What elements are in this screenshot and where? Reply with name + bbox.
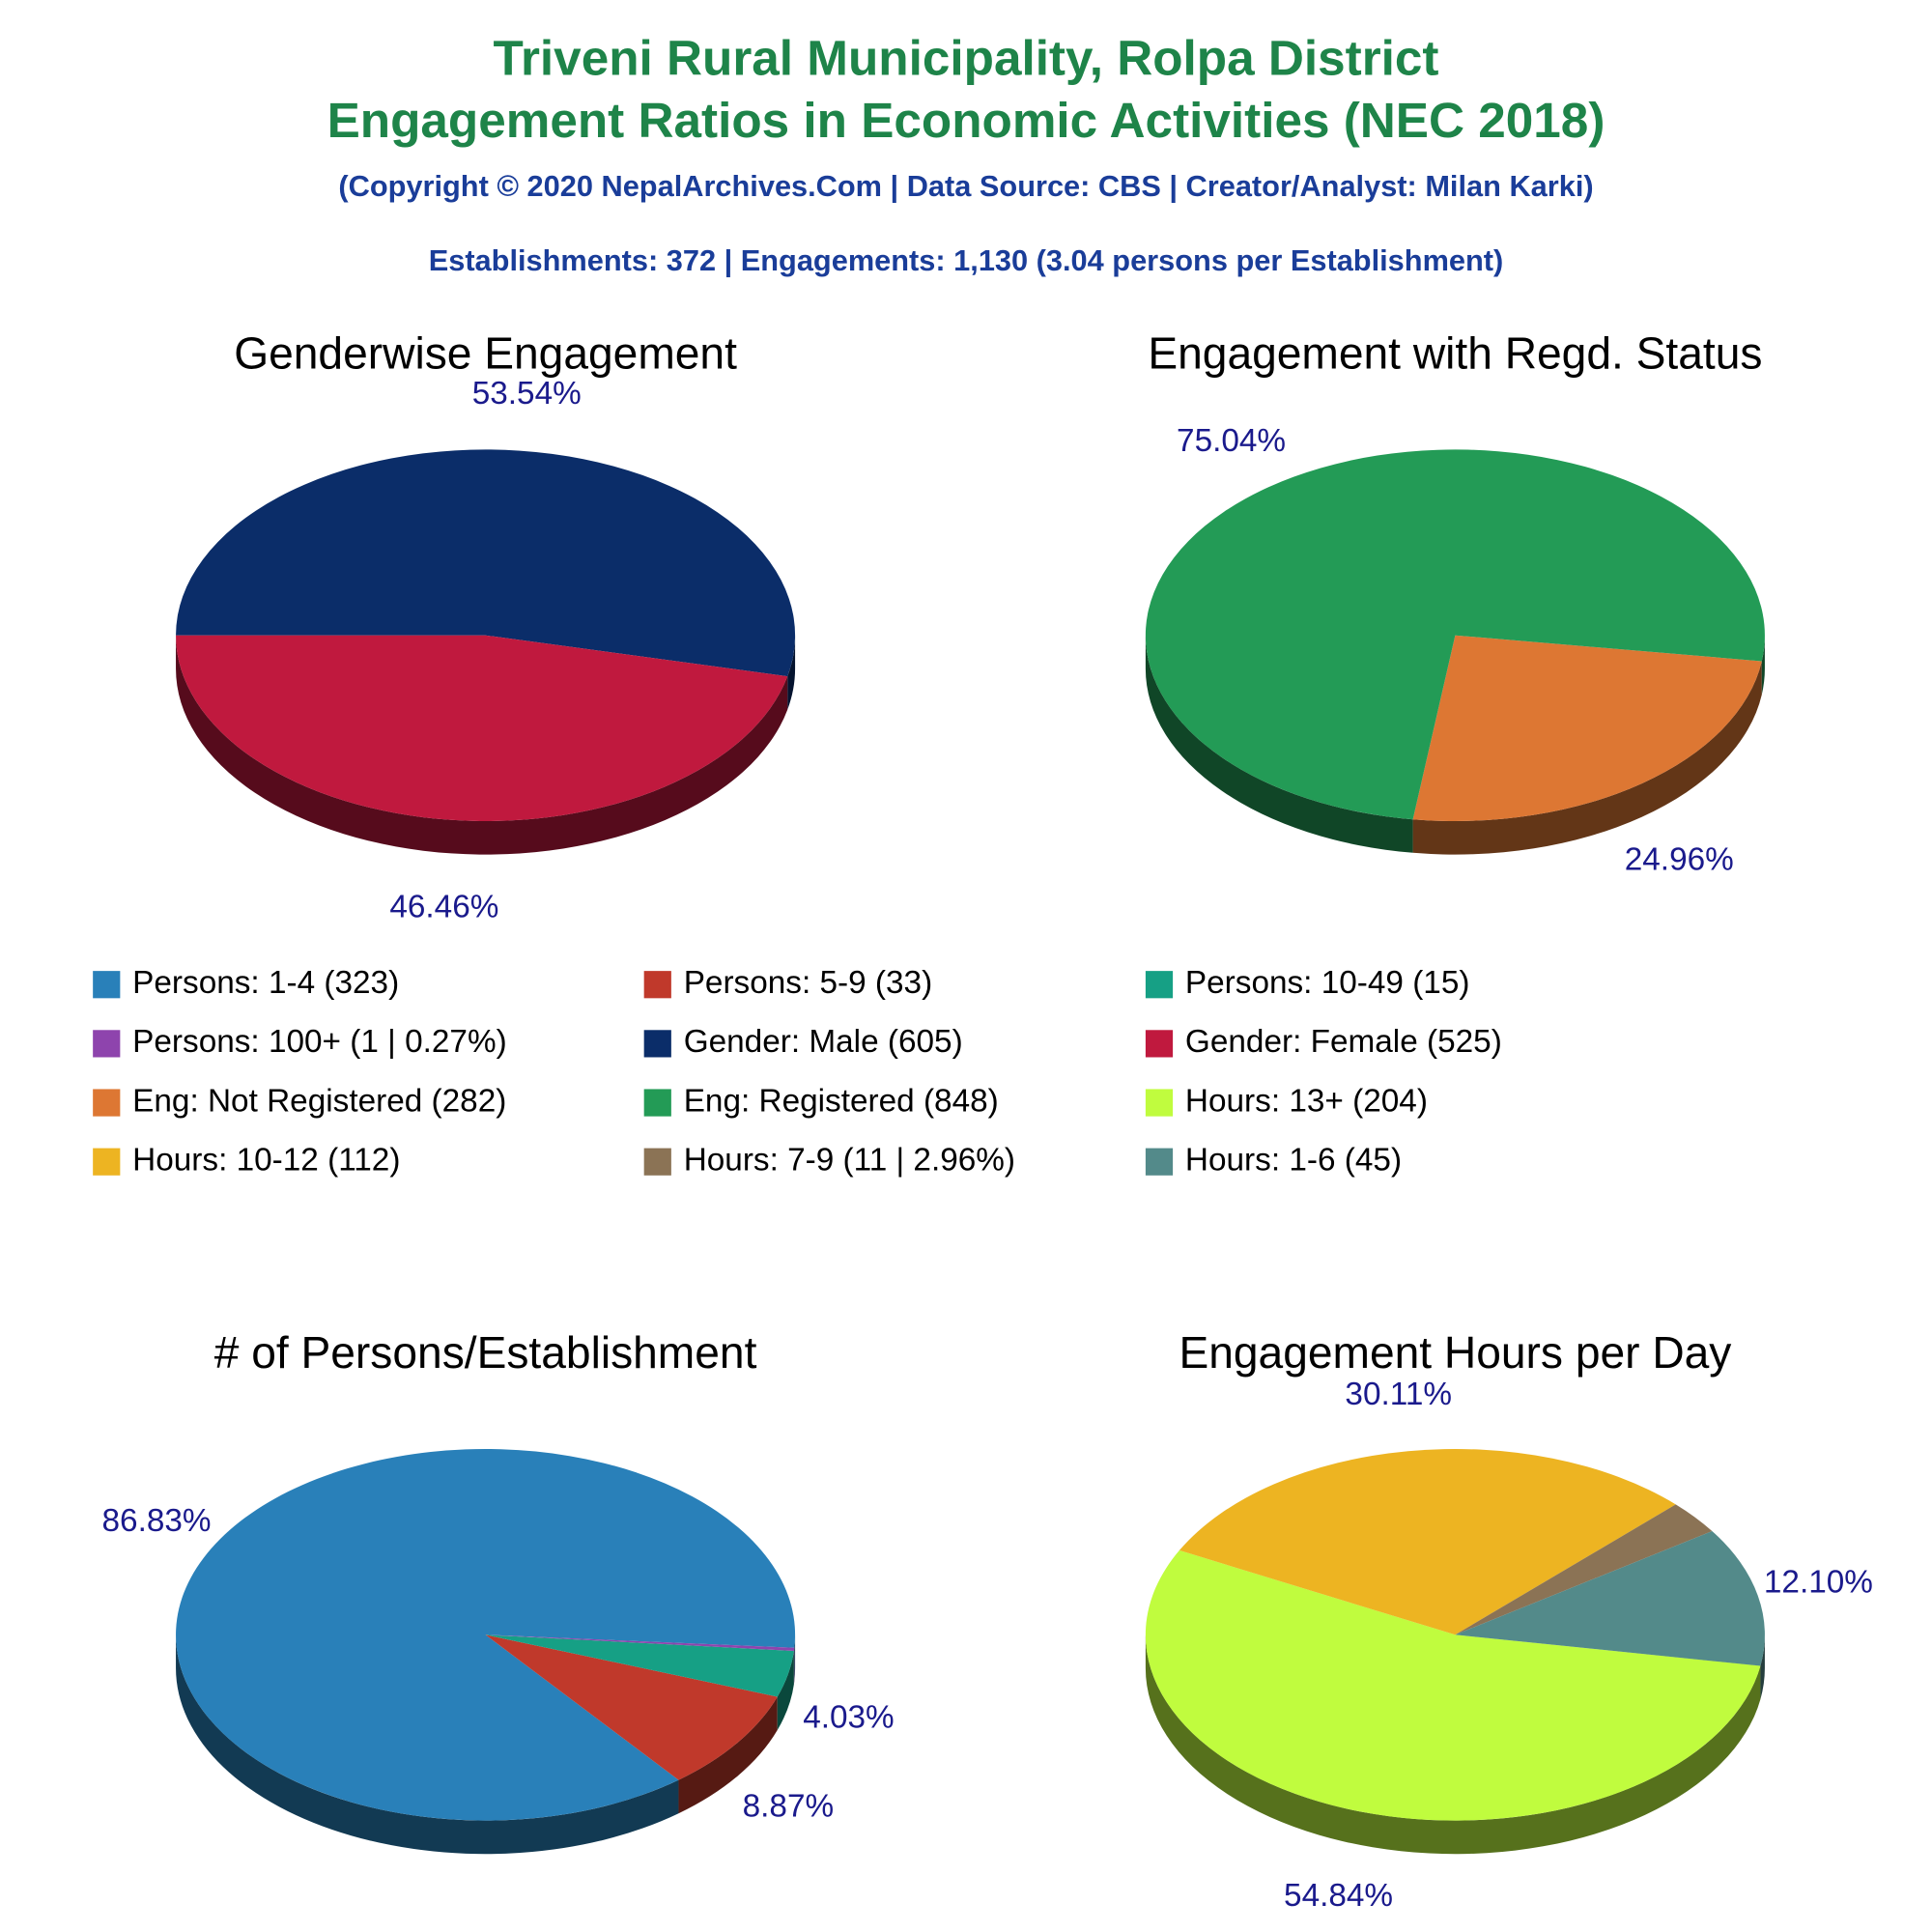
legend-label: Persons: 100+ (1 | 0.27%)	[132, 1024, 507, 1060]
slice	[1455, 1530, 1765, 1666]
legend-label: Hours: 10-12 (112)	[132, 1142, 400, 1178]
legend-swatch	[93, 1030, 121, 1058]
slice	[1179, 1449, 1676, 1635]
legend-swatch	[643, 1148, 671, 1176]
slice-label: 12.10%	[1764, 1565, 1873, 1601]
slice-side	[777, 1650, 794, 1731]
chart-title: # of Persons/Establishment	[214, 1327, 757, 1378]
title-line: Engagement Ratios in Economic Activities…	[327, 93, 1605, 148]
slice	[176, 1449, 796, 1821]
chart-title: Engagement with Regd. Status	[1148, 327, 1762, 378]
slice-label: 46.46%	[389, 890, 498, 925]
slice	[1412, 635, 1762, 821]
slice	[1455, 1504, 1713, 1635]
slice-label: 86.83%	[102, 1503, 212, 1539]
slice-label: 54.84%	[1284, 1878, 1393, 1914]
summary: Establishments: 372 | Engagements: 1,130…	[429, 243, 1504, 277]
legend-swatch	[1145, 1148, 1174, 1176]
slice-side	[1760, 1634, 1765, 1700]
slice-label: 4.03%	[803, 1700, 895, 1736]
slice-label: 24.96%	[1625, 842, 1734, 878]
legend-swatch	[1145, 1089, 1174, 1117]
legend-label: Hours: 1-6 (45)	[1185, 1142, 1402, 1178]
legend-label: Eng: Registered (848)	[684, 1083, 999, 1119]
legend-swatch	[1145, 971, 1174, 999]
slice-side	[1412, 661, 1762, 855]
slice-side	[787, 635, 796, 710]
slice-label: 30.11%	[1345, 1377, 1452, 1412]
legend-swatch	[643, 1089, 671, 1117]
slice	[1145, 449, 1765, 820]
slice-label: 53.54%	[472, 376, 582, 412]
legend-swatch	[93, 1089, 121, 1117]
slice-label: 75.04%	[1177, 423, 1286, 459]
slice-label: 8.87%	[743, 1789, 835, 1825]
title-line: Triveni Rural Municipality, Rolpa Distri…	[494, 31, 1439, 86]
legend-label: Persons: 10-49 (15)	[1185, 965, 1470, 1001]
legend-swatch	[93, 971, 121, 999]
legend-label: Eng: Not Registered (282)	[132, 1083, 506, 1119]
chart-title: Engagement Hours per Day	[1179, 1327, 1731, 1378]
legend-swatch	[93, 1148, 121, 1176]
legend-label: Gender: Male (605)	[684, 1024, 963, 1060]
legend-label: Persons: 5-9 (33)	[684, 965, 932, 1001]
slice-side	[678, 1696, 778, 1814]
slice-side	[176, 1634, 679, 1855]
slice	[485, 1634, 778, 1780]
slice	[485, 1634, 794, 1697]
slice-side	[794, 1634, 796, 1682]
slice	[1145, 1549, 1761, 1821]
slice	[176, 635, 788, 822]
legend-swatch	[643, 971, 671, 999]
slice	[485, 1634, 795, 1651]
legend-swatch	[1145, 1030, 1174, 1058]
slice-side	[1145, 635, 1413, 853]
legend-swatch	[643, 1030, 671, 1058]
chart-title: Genderwise Engagement	[234, 327, 737, 378]
slice-side	[1145, 1634, 1761, 1855]
legend-label: Hours: 13+ (204)	[1185, 1083, 1428, 1119]
legend-label: Persons: 1-4 (323)	[132, 965, 399, 1001]
slice-side	[176, 635, 788, 855]
legend-label: Gender: Female (525)	[1185, 1024, 1502, 1060]
slice	[176, 449, 796, 677]
slice-side	[1761, 635, 1765, 696]
copyright: (Copyright © 2020 NepalArchives.Com | Da…	[338, 169, 1593, 203]
legend-label: Hours: 7-9 (11 | 2.96%)	[684, 1142, 1015, 1178]
